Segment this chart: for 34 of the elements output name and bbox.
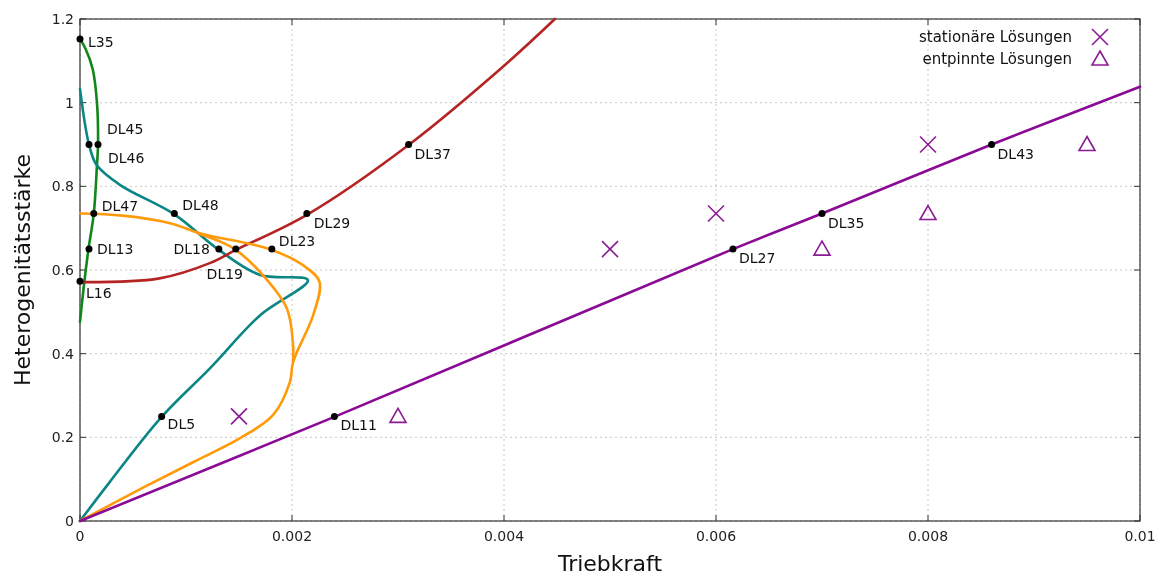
legend-label: stationäre Lösungen	[918, 28, 1072, 46]
x-tick-label: 0	[75, 528, 85, 544]
y-tick-label: 0.8	[51, 178, 74, 195]
annotation: DL47	[101, 197, 139, 214]
annotation: L35	[88, 34, 114, 51]
annotation: DL29	[313, 214, 351, 231]
annotation: DL27	[738, 250, 776, 267]
annotation: DL23	[278, 233, 316, 250]
x-tick-label: 0.004	[483, 528, 525, 544]
annotation: DL18	[173, 241, 210, 258]
annotation: DL46	[108, 149, 145, 166]
x-tick-label: 0.008	[907, 528, 949, 544]
y-tick-label: 0.4	[51, 345, 75, 362]
y-tick-label: 0	[65, 513, 74, 529]
annotation: DL35	[828, 214, 865, 231]
legend-label: entpinnte Lösungen	[922, 50, 1072, 68]
annotation: DL5	[167, 416, 196, 433]
x-axis-title: Triebkraft	[556, 551, 663, 576]
x-tick-label: 0.01	[1124, 528, 1156, 544]
annotation: DL11	[340, 417, 377, 434]
annotation: DL19	[206, 266, 244, 283]
annotation: DL43	[997, 145, 1035, 162]
y-tick-label: 0.2	[51, 429, 74, 446]
annotation: L16	[86, 285, 112, 302]
y-axis-title: Heterogenitätsstärke	[10, 153, 35, 387]
y-tick-label: 1	[65, 94, 74, 111]
y-tick-label: 0.6	[51, 262, 75, 278]
annotation: DL37	[414, 145, 452, 162]
annotation: DL48	[182, 196, 219, 213]
x-tick-label: 0.006	[695, 528, 737, 544]
x-tick-label: 0.002	[271, 528, 313, 544]
y-tick-label: 1.2	[51, 11, 74, 27]
annotation: DL45	[107, 120, 144, 137]
annotation: DL13	[97, 241, 134, 258]
